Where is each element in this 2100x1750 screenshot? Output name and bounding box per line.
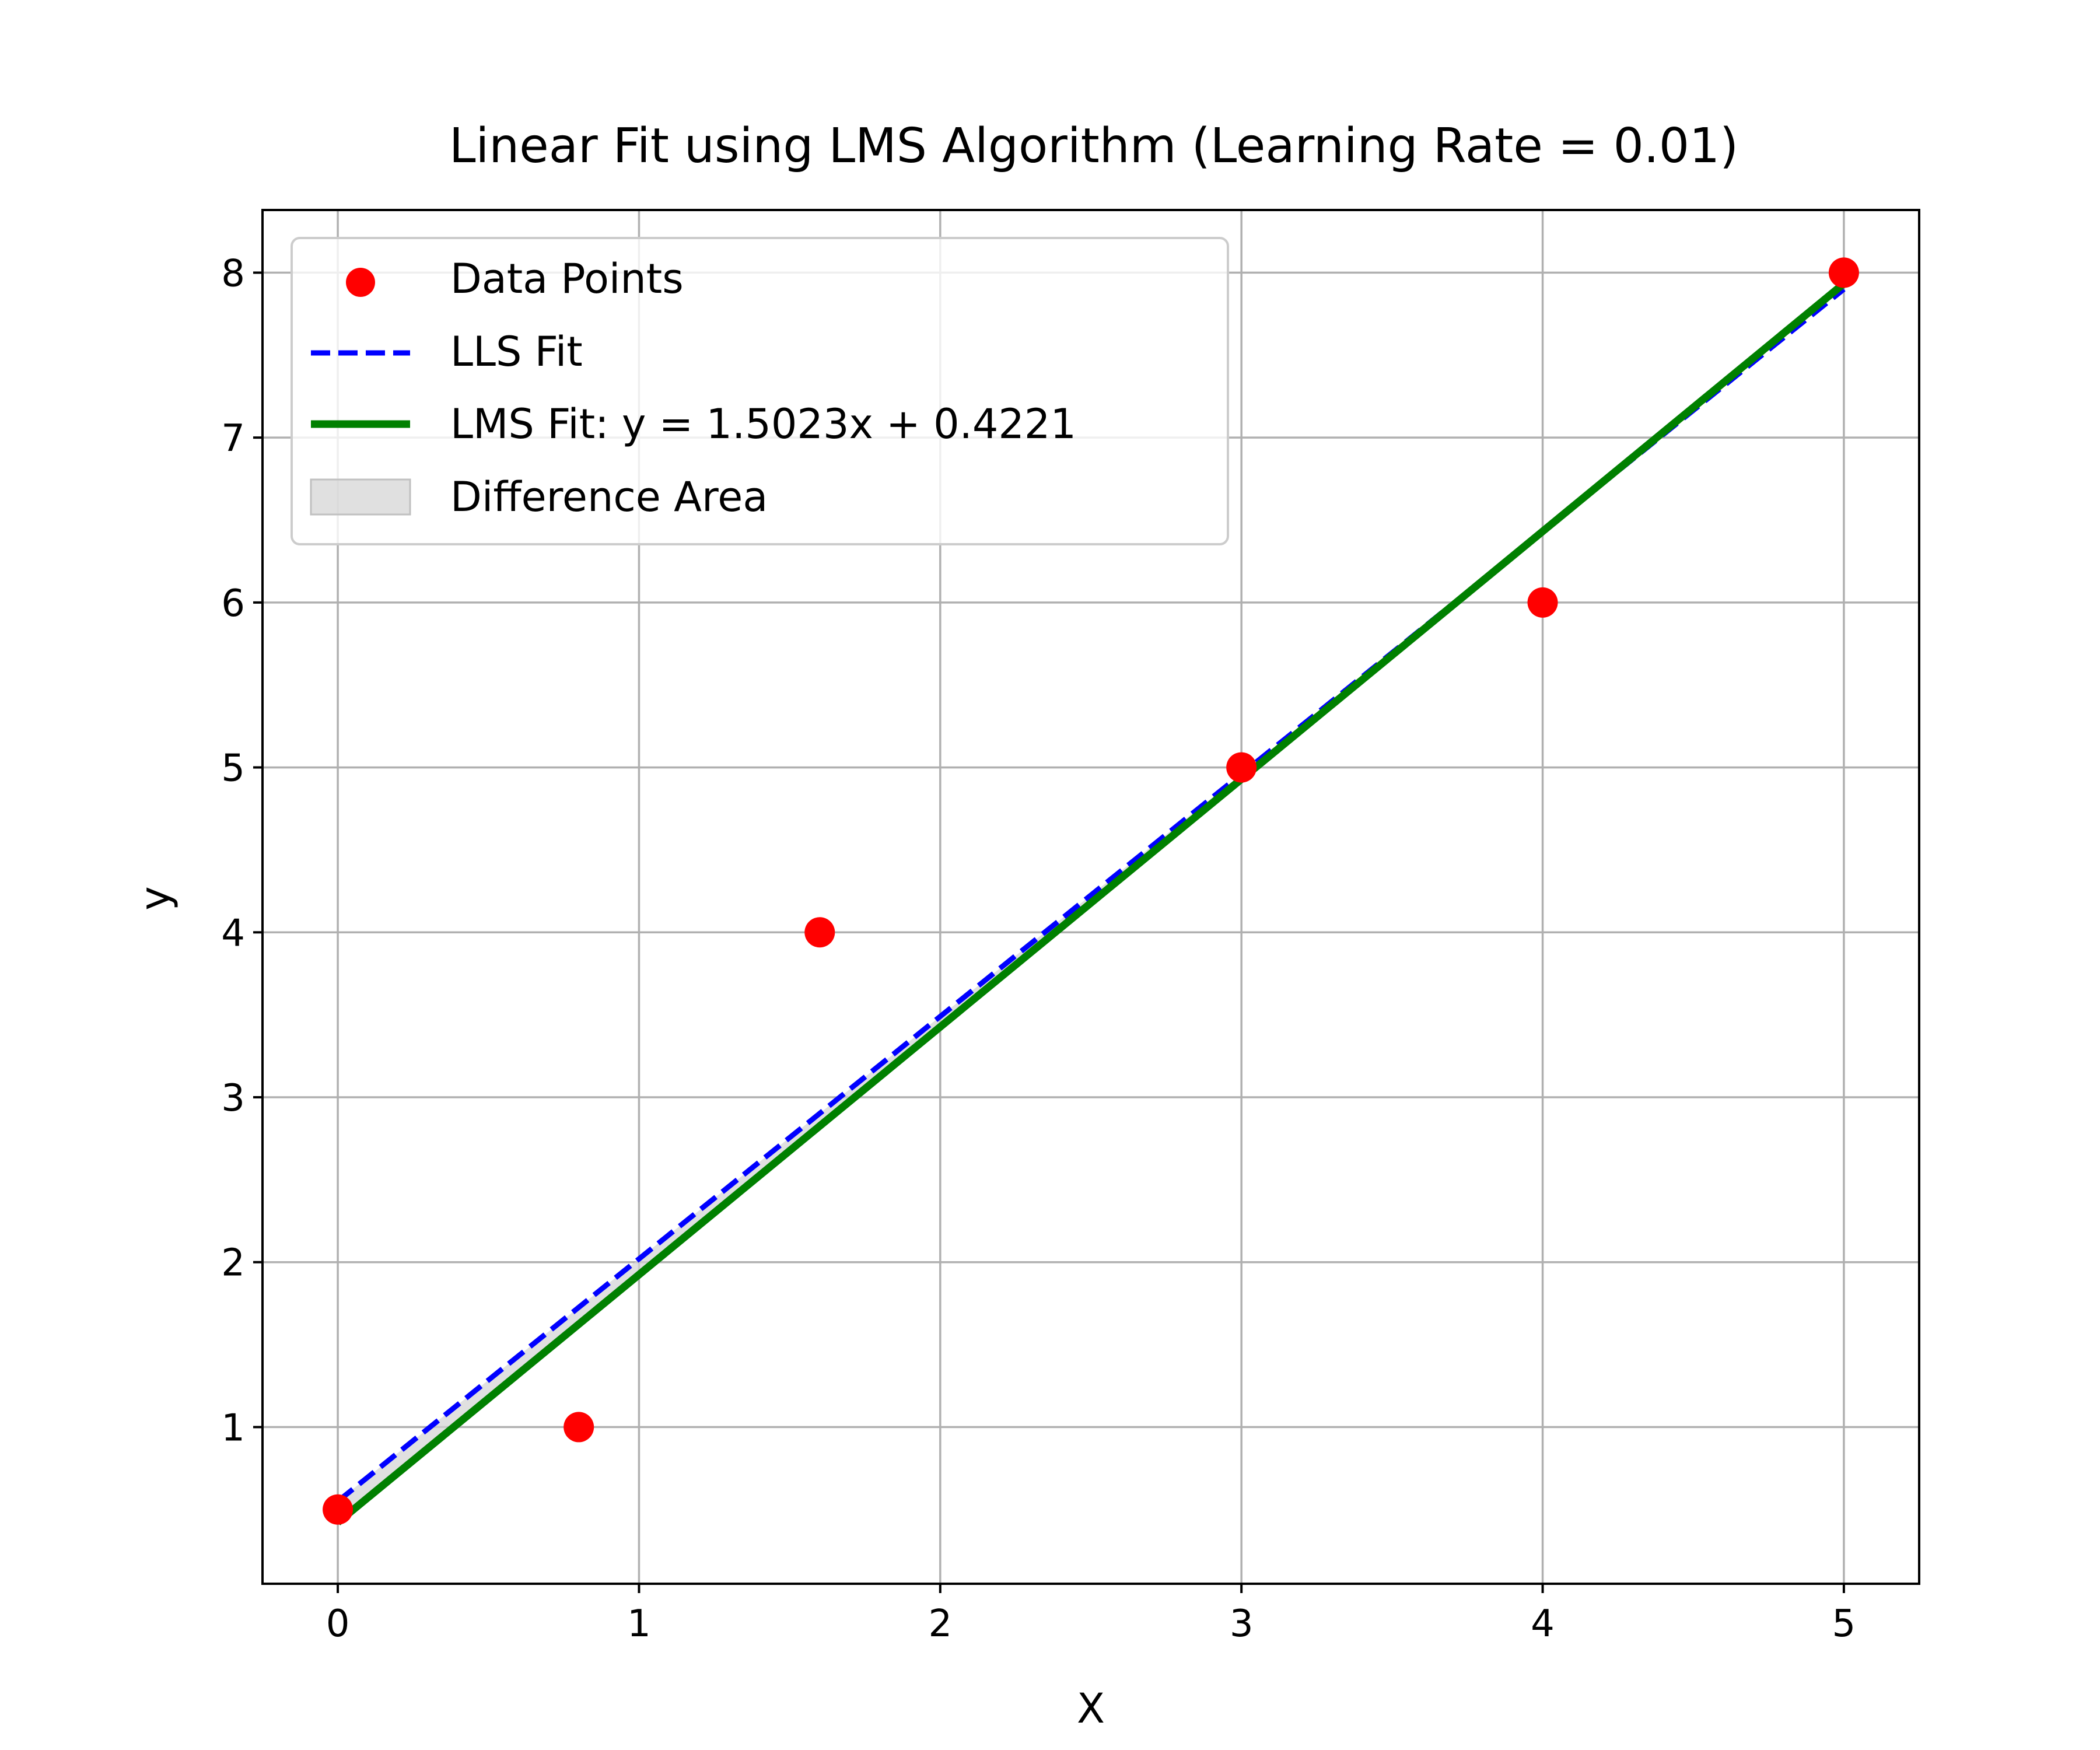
lls-fit-line — [336, 287, 1846, 1504]
legend-label-lls-fit: LLS Fit — [450, 328, 583, 376]
legend: Data Points LLS Fit LMS Fit: y = 1.5023x… — [290, 237, 1229, 545]
x-axis-ticks: 0 1 2 3 4 5 — [326, 1584, 1856, 1646]
y-tick-label: 2 — [221, 1242, 245, 1285]
data-points-layer — [323, 257, 1859, 1525]
x-axis-label: X — [1077, 1685, 1105, 1732]
x-tick-label: 1 — [627, 1602, 651, 1646]
lms-fit-line — [335, 281, 1847, 1525]
data-point — [323, 1494, 354, 1525]
x-tick-label: 5 — [1832, 1602, 1856, 1646]
y-tick-label: 1 — [221, 1406, 245, 1450]
data-point — [1828, 257, 1859, 288]
legend-marker-difference-area — [310, 478, 411, 516]
plot-frame — [261, 209, 1920, 1585]
x-tick-label: 4 — [1531, 1602, 1555, 1646]
fit-lines-layer — [335, 281, 1847, 1525]
x-tick-label: 2 — [928, 1602, 952, 1646]
data-point — [804, 917, 835, 948]
legend-label-difference-area: Difference Area — [450, 473, 768, 521]
y-tick-label: 4 — [221, 912, 245, 955]
y-tick-label: 7 — [221, 417, 245, 460]
legend-label-data-points: Data Points — [450, 255, 684, 303]
legend-marker-data-points — [346, 268, 375, 297]
data-point — [564, 1412, 594, 1443]
y-axis-label: y — [131, 886, 179, 910]
legend-label-lms-fit: LMS Fit: y = 1.5023x + 0.4221 — [450, 400, 1076, 448]
y-tick-label: 6 — [221, 582, 245, 625]
legend-box — [290, 237, 1229, 545]
y-axis-ticks: 1 2 3 4 5 6 7 8 — [221, 252, 262, 1450]
y-tick-label: 8 — [221, 252, 245, 295]
chart-title: Linear Fit using LMS Algorithm (Learning… — [449, 118, 1738, 174]
x-tick-label: 0 — [326, 1602, 350, 1646]
y-tick-label: 5 — [221, 747, 245, 790]
y-tick-label: 3 — [221, 1077, 245, 1120]
x-tick-label: 3 — [1230, 1602, 1254, 1646]
data-point — [1226, 752, 1257, 783]
data-point — [1527, 587, 1558, 618]
